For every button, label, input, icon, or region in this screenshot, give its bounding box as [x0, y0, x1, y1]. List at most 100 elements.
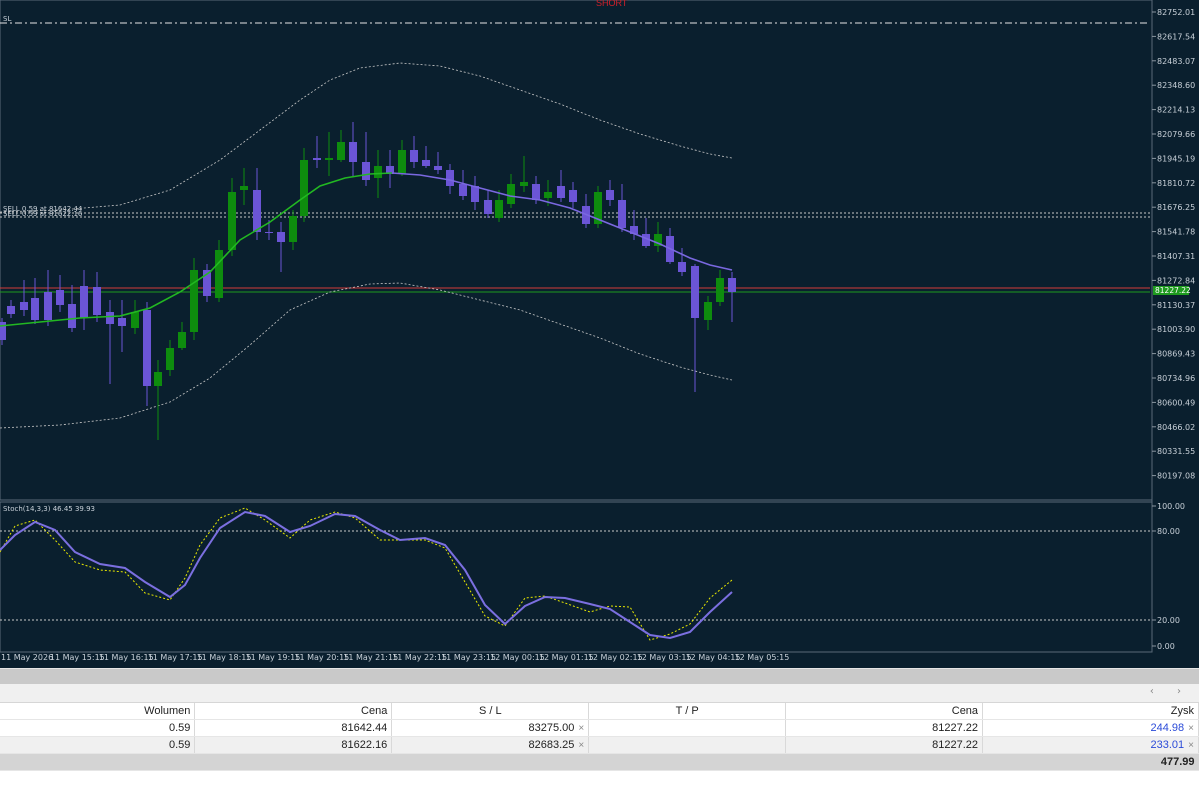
toolbox-tabs-bar: ‹ › [0, 684, 1199, 703]
candle-body [557, 186, 565, 198]
price-chart[interactable]: 82752.01 82617.54 82483.07 82348.60 82214.13… [0, 0, 1199, 668]
candle-body [7, 306, 15, 314]
sell-label-2: SELL 0.59 at 81622.16 [3, 210, 83, 218]
close-position-icon[interactable]: × [1188, 723, 1194, 734]
stoch-label: Stoch(14,3,3) 46.45 39.93 [3, 505, 95, 513]
candle-body [434, 166, 442, 170]
candle-body [728, 278, 736, 292]
header-current-price[interactable]: Cena [785, 703, 984, 720]
candle-body [484, 200, 492, 214]
candle-body [398, 150, 406, 174]
time-tick-label: 11 May 2026 [1, 653, 53, 662]
candle-body [642, 234, 650, 246]
chart-canvas[interactable]: 82752.01 82617.54 82483.07 82348.60 82214.13… [0, 0, 1199, 668]
price-tick-label: 81407.31 [1157, 252, 1195, 261]
price-tick-label: 82752.01 [1157, 8, 1195, 17]
cell-volume: 0.59 [0, 736, 196, 754]
time-tick-label: 11 May 15:15 [50, 653, 105, 662]
candle-body [716, 278, 724, 302]
price-tick-label: 80869.43 [1157, 350, 1195, 359]
candle-body [265, 232, 273, 233]
main-pane-frame [0, 0, 1153, 501]
price-tick-label: 80331.55 [1157, 447, 1195, 456]
candle-body [154, 372, 162, 386]
price-tick-label: 80734.96 [1157, 374, 1195, 383]
candle-body [544, 192, 552, 198]
candle-body [166, 348, 174, 370]
cell-profit: 244.98 × [982, 719, 1199, 737]
tab-scroll-arrows-icon[interactable]: ‹ › [1149, 686, 1191, 697]
cell-current-price: 81227.22 [785, 719, 984, 737]
stoch-signal-line [0, 507, 733, 641]
sell-label-1: SELL 0.59 at 81642.44 [3, 205, 83, 213]
time-tick-label: 11 May 17:15 [148, 653, 203, 662]
table-row[interactable]: 0.59 81642.44 83275.00 × 81227.22 244.98 × [0, 719, 1199, 737]
candle-body [507, 184, 515, 204]
price-tick-label: 80197.08 [1157, 472, 1195, 481]
upper-band [0, 62, 733, 213]
candle-body [44, 292, 52, 320]
cell-sl[interactable]: 82683.25 × [391, 736, 590, 754]
cell-price: 81622.16 [194, 736, 393, 754]
table-total-row: 477.99 [0, 753, 1199, 771]
price-tick-label: 81130.37 [1157, 301, 1195, 310]
time-tick-label: 11 May 20:15 [294, 653, 349, 662]
table-row[interactable]: 0.59 81622.16 82683.25 × 81227.22 233.01 × [0, 736, 1199, 754]
time-tick-label: 12 May 05:15 [735, 653, 790, 662]
close-position-icon[interactable]: × [1188, 740, 1194, 751]
time-tick-label: 11 May 16:15 [99, 653, 154, 662]
cell-tp[interactable] [588, 736, 787, 754]
candle-body [68, 304, 76, 328]
header-profit[interactable]: Zysk [982, 703, 1199, 720]
candle-body [106, 312, 114, 324]
candle-body [678, 262, 686, 272]
cell-sl[interactable]: 83275.00 × [391, 719, 590, 737]
table-header-row: Wolumen Cena S / L T / P Cena Zysk [0, 703, 1199, 720]
candle-body [422, 160, 430, 166]
time-tick-label: 11 May 23:15 [441, 653, 496, 662]
candle-body [520, 182, 528, 186]
current-price-marker [1153, 286, 1189, 295]
sl-value: 83275.00 [528, 722, 575, 734]
candle-body [0, 322, 6, 340]
price-tick-label: 81945.19 [1157, 154, 1195, 163]
remove-sl-icon[interactable]: × [578, 723, 585, 734]
candle-body [349, 142, 357, 162]
price-tick-label: 80466.02 [1157, 423, 1195, 432]
candle-body [410, 150, 418, 162]
candle-body [630, 226, 638, 234]
price-tick-label: 81676.25 [1157, 203, 1195, 212]
time-tick-label: 11 May 19:15 [246, 653, 301, 662]
header-tp[interactable]: T / P [588, 703, 787, 720]
candle-body [20, 302, 28, 310]
candle-body [240, 186, 248, 190]
time-tick-label: 12 May 03:15 [637, 653, 692, 662]
panel-splitter[interactable] [0, 668, 1199, 685]
remove-sl-icon[interactable]: × [578, 740, 585, 751]
header-sl[interactable]: S / L [391, 703, 590, 720]
candle-body [362, 162, 370, 180]
candle-body [471, 186, 479, 202]
price-tick-label: 82214.13 [1157, 106, 1195, 115]
candle-body [374, 166, 382, 178]
candle-body [704, 302, 712, 320]
stoch-main-line [0, 510, 733, 640]
price-tick-label: 81541.78 [1157, 228, 1195, 237]
current-price-label: 81227.22 [1155, 286, 1191, 295]
candle-body [253, 190, 261, 232]
stoch-tick-label: 80.00 [1157, 527, 1180, 536]
header-volume[interactable]: Wolumen [0, 703, 196, 720]
short-label: SHORT [596, 0, 628, 8]
header-price[interactable]: Cena [194, 703, 393, 720]
candle-body [446, 170, 454, 186]
profit-value: 233.01 [1150, 739, 1185, 751]
price-tick-label: 82348.60 [1157, 81, 1195, 90]
candle-body [569, 190, 577, 202]
cell-tp[interactable] [588, 719, 787, 737]
lower-band [0, 282, 733, 429]
candle-body [118, 318, 126, 326]
cell-current-price: 81227.22 [785, 736, 984, 754]
candle-body [386, 166, 394, 174]
price-tick-label: 82079.66 [1157, 130, 1195, 139]
price-tick-label: 80600.49 [1157, 398, 1195, 407]
